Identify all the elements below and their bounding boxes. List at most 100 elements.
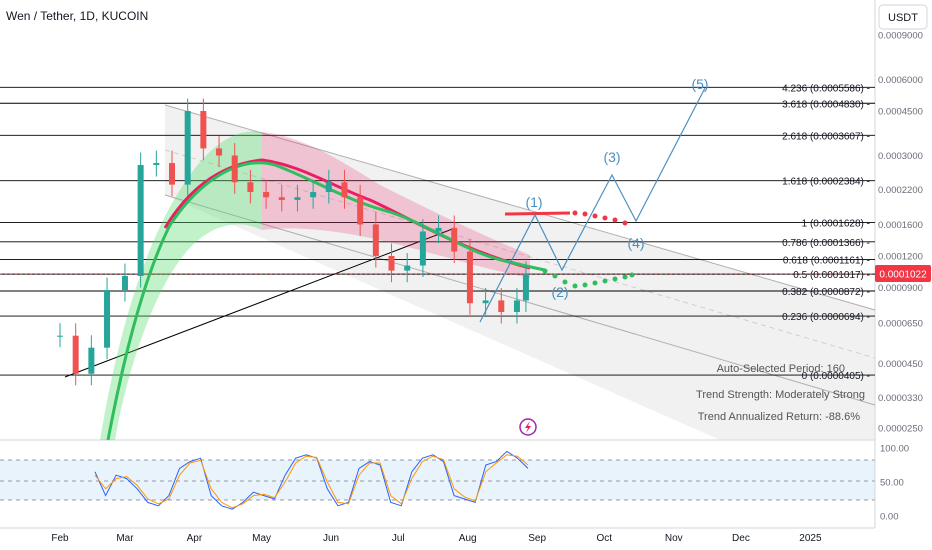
time-tick-label: 2025 — [799, 533, 822, 544]
candle-body — [278, 197, 285, 200]
green-dot — [622, 274, 628, 280]
candle-body — [294, 197, 301, 200]
candle-body — [498, 300, 505, 312]
candle-body — [72, 335, 79, 374]
green-projection-dots — [542, 268, 635, 289]
wave-label-4: (4) — [627, 235, 644, 251]
fib-label: 0.5 (0.0001017) - — [793, 270, 870, 281]
candle-body — [184, 111, 191, 185]
green-dot — [629, 272, 635, 278]
oscillator-band — [0, 460, 875, 500]
oscillator-tick-label: 0.00 — [880, 512, 899, 523]
green-dot — [602, 278, 608, 284]
price-tick-label: 0.0000330 — [878, 393, 923, 404]
red-dot — [572, 210, 578, 216]
oscillator-tick-label: 50.00 — [880, 478, 904, 489]
price-tick-label: 0.0000900 — [878, 283, 923, 294]
price-tick-label: 0.0004500 — [878, 107, 923, 118]
trend-line — [64, 227, 456, 378]
candle-body — [153, 163, 160, 166]
red-dot — [592, 213, 598, 219]
info-trend-strength: Trend Strength: Moderately Strong — [696, 389, 865, 401]
fib-label: 3.618 (0.0004830) - — [782, 99, 870, 110]
price-tick-label: 0.0000250 — [878, 424, 923, 435]
candle-body — [404, 265, 411, 271]
fib-label: 2.618 (0.0003607) - — [782, 131, 870, 142]
candle-body — [388, 255, 395, 271]
fib-label: 4.236 (0.0005586) - — [782, 83, 870, 94]
time-tick-label: Apr — [187, 533, 203, 544]
candle-body — [200, 111, 207, 149]
price-tick-label: 0.0006000 — [878, 75, 923, 86]
candle-body — [482, 300, 489, 304]
time-tick-label: Dec — [732, 533, 750, 544]
green-ma-line — [106, 161, 546, 441]
regression-channel-mid — [164, 149, 876, 359]
elliott-wave-path — [479, 87, 706, 323]
fib-label: 0.236 (0.0000694) - — [782, 312, 870, 323]
wave-label-3: (3) — [603, 149, 620, 165]
red-ma-band — [262, 132, 530, 278]
green-dot — [592, 280, 598, 286]
candle-body — [169, 163, 175, 185]
candle-body — [57, 335, 63, 337]
candlestick-series — [57, 98, 529, 386]
candle-body — [451, 227, 458, 252]
candle-body — [357, 197, 364, 225]
fib-label: 1.618 (0.0002384) - — [782, 177, 870, 188]
time-tick-label: May — [252, 533, 271, 544]
candle-body — [341, 182, 348, 198]
green-dot — [542, 268, 548, 274]
candle-body — [263, 192, 270, 198]
price-tick-label: 0.0003000 — [878, 151, 923, 162]
fib-label: 0.618 (0.0001161) - — [783, 256, 870, 267]
price-tick-label: 0.0000450 — [878, 359, 923, 370]
current-price-label: 0.0001022 — [879, 270, 927, 281]
time-axis: Feb Mar Apr May Jun Jul Aug Sep Oct Nov Dec 2025 — [51, 533, 822, 544]
time-tick-label: Oct — [597, 533, 613, 544]
price-tick-label: 0.0000650 — [878, 319, 923, 330]
regression-channel-lower — [164, 194, 876, 406]
fib-label: 0.382 (0.0000872) - — [782, 287, 870, 298]
price-tick-label: 0.0002200 — [878, 185, 923, 196]
time-tick-label: Feb — [51, 533, 69, 544]
red-dot — [582, 211, 588, 217]
wave-label-2: (2) — [551, 284, 568, 300]
info-annualized-return: Trend Annualized Return: -88.6% — [698, 411, 860, 423]
current-price-tag — [875, 265, 931, 282]
wave-label-1: (1) — [525, 194, 542, 210]
candle-body — [310, 192, 317, 198]
fib-label: 0 (0.0000405) - — [802, 371, 870, 382]
candle-body — [466, 251, 473, 304]
wave-label-5: (5) — [691, 76, 708, 92]
time-tick-label: Nov — [665, 533, 683, 544]
chart-title: Wen / Tether, 1D, KUCOIN — [6, 9, 148, 23]
candle-body — [325, 182, 332, 193]
time-tick-label: Jul — [392, 533, 405, 544]
fib-label: 1 (0.0001628) - — [802, 219, 870, 230]
price-tick-label: 0.0001200 — [878, 251, 923, 262]
currency-button[interactable]: USDT — [878, 4, 928, 30]
stochastic-line — [94, 454, 529, 509]
green-dot — [582, 282, 588, 288]
green-dot — [562, 279, 568, 285]
red-dot — [612, 217, 618, 223]
candle-body — [216, 148, 223, 156]
fib-label: 0.786 (0.0001366) - — [782, 238, 870, 249]
candle-body — [522, 273, 529, 301]
fib-levels: 4.236 (0.0005586) - 3.618 (0.0004830) - 2.… — [0, 83, 875, 382]
red-dot — [622, 220, 628, 226]
green-dot — [612, 276, 618, 282]
price-tick-label: 0.0009000 — [878, 31, 923, 42]
candle-body — [137, 165, 144, 276]
price-axis: 0.0009000 0.0006000 0.0004500 0.0003000 0.00… — [878, 31, 923, 435]
lightning-icon[interactable] — [519, 418, 537, 436]
candle-body — [88, 347, 95, 374]
candle-body — [372, 224, 379, 256]
red-dot — [602, 215, 608, 221]
time-tick-label: Mar — [116, 533, 134, 544]
candle-body — [435, 227, 442, 232]
oscillator-axis: 100.00 50.00 0.00 — [880, 444, 909, 523]
green-dot — [572, 283, 578, 289]
